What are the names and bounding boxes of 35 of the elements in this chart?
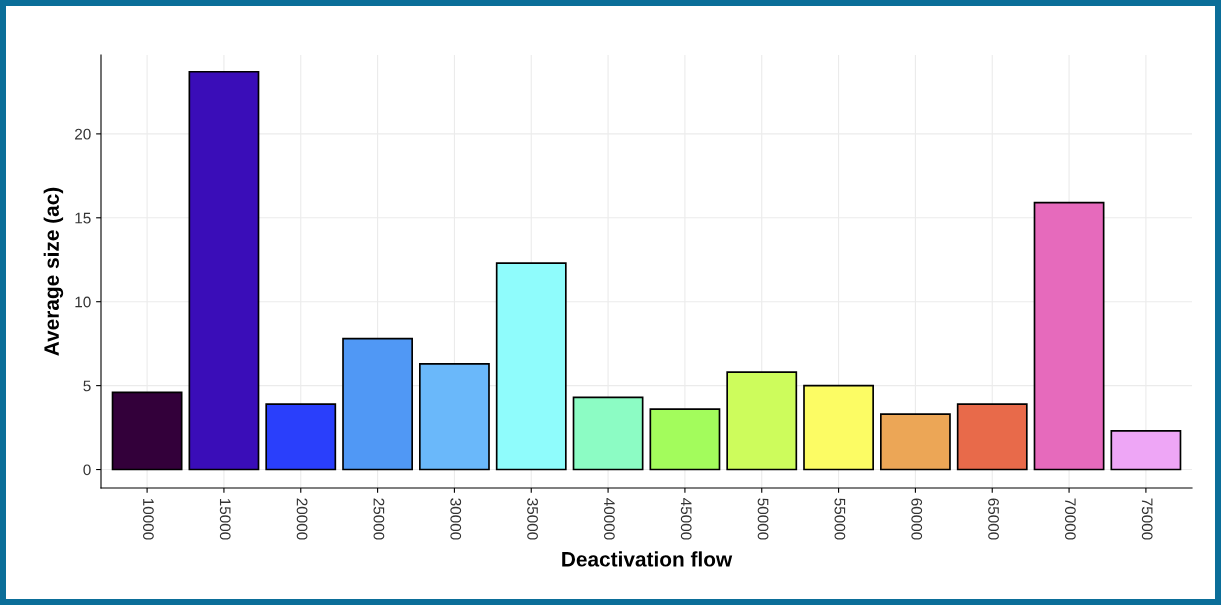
bar (265, 403, 337, 471)
bar (342, 337, 414, 471)
x-tick-label: 40000 (603, 498, 615, 540)
x-tick-label: 10000 (143, 498, 154, 540)
y-tick-label: 10 (75, 296, 91, 308)
bar (188, 70, 260, 471)
x-tick-label: 65000 (988, 498, 999, 540)
x-axis-title: Deactivation flow (562, 551, 733, 567)
bar (879, 413, 951, 471)
bar (1110, 430, 1182, 471)
y-tick-label: 5 (83, 380, 91, 392)
x-tick-label: 70000 (1064, 498, 1076, 540)
bar (803, 384, 874, 471)
y-tick-label: 15 (75, 212, 91, 224)
x-tick-label: 30000 (450, 498, 462, 540)
bar (419, 362, 490, 471)
bar (726, 371, 798, 471)
bar (111, 391, 183, 471)
bar (956, 403, 1028, 471)
bar (572, 396, 644, 471)
bar (649, 408, 721, 471)
x-tick-label: 20000 (296, 498, 308, 540)
x-tick-label: 25000 (373, 498, 385, 540)
x-tick-label: 50000 (757, 498, 769, 540)
x-tick-label: 55000 (834, 498, 846, 540)
y-axis-title: Average size (ac) (43, 187, 64, 356)
bar (1033, 201, 1105, 471)
x-tick-label: 45000 (680, 498, 692, 540)
x-tick-label: 60000 (911, 498, 923, 540)
y-tick-label: 0 (83, 464, 91, 476)
bar (495, 262, 567, 471)
y-tick-label: 20 (75, 128, 91, 140)
x-tick-label: 35000 (527, 498, 538, 540)
x-tick-label: 15000 (219, 498, 231, 540)
x-tick-label: 75000 (1141, 498, 1153, 540)
